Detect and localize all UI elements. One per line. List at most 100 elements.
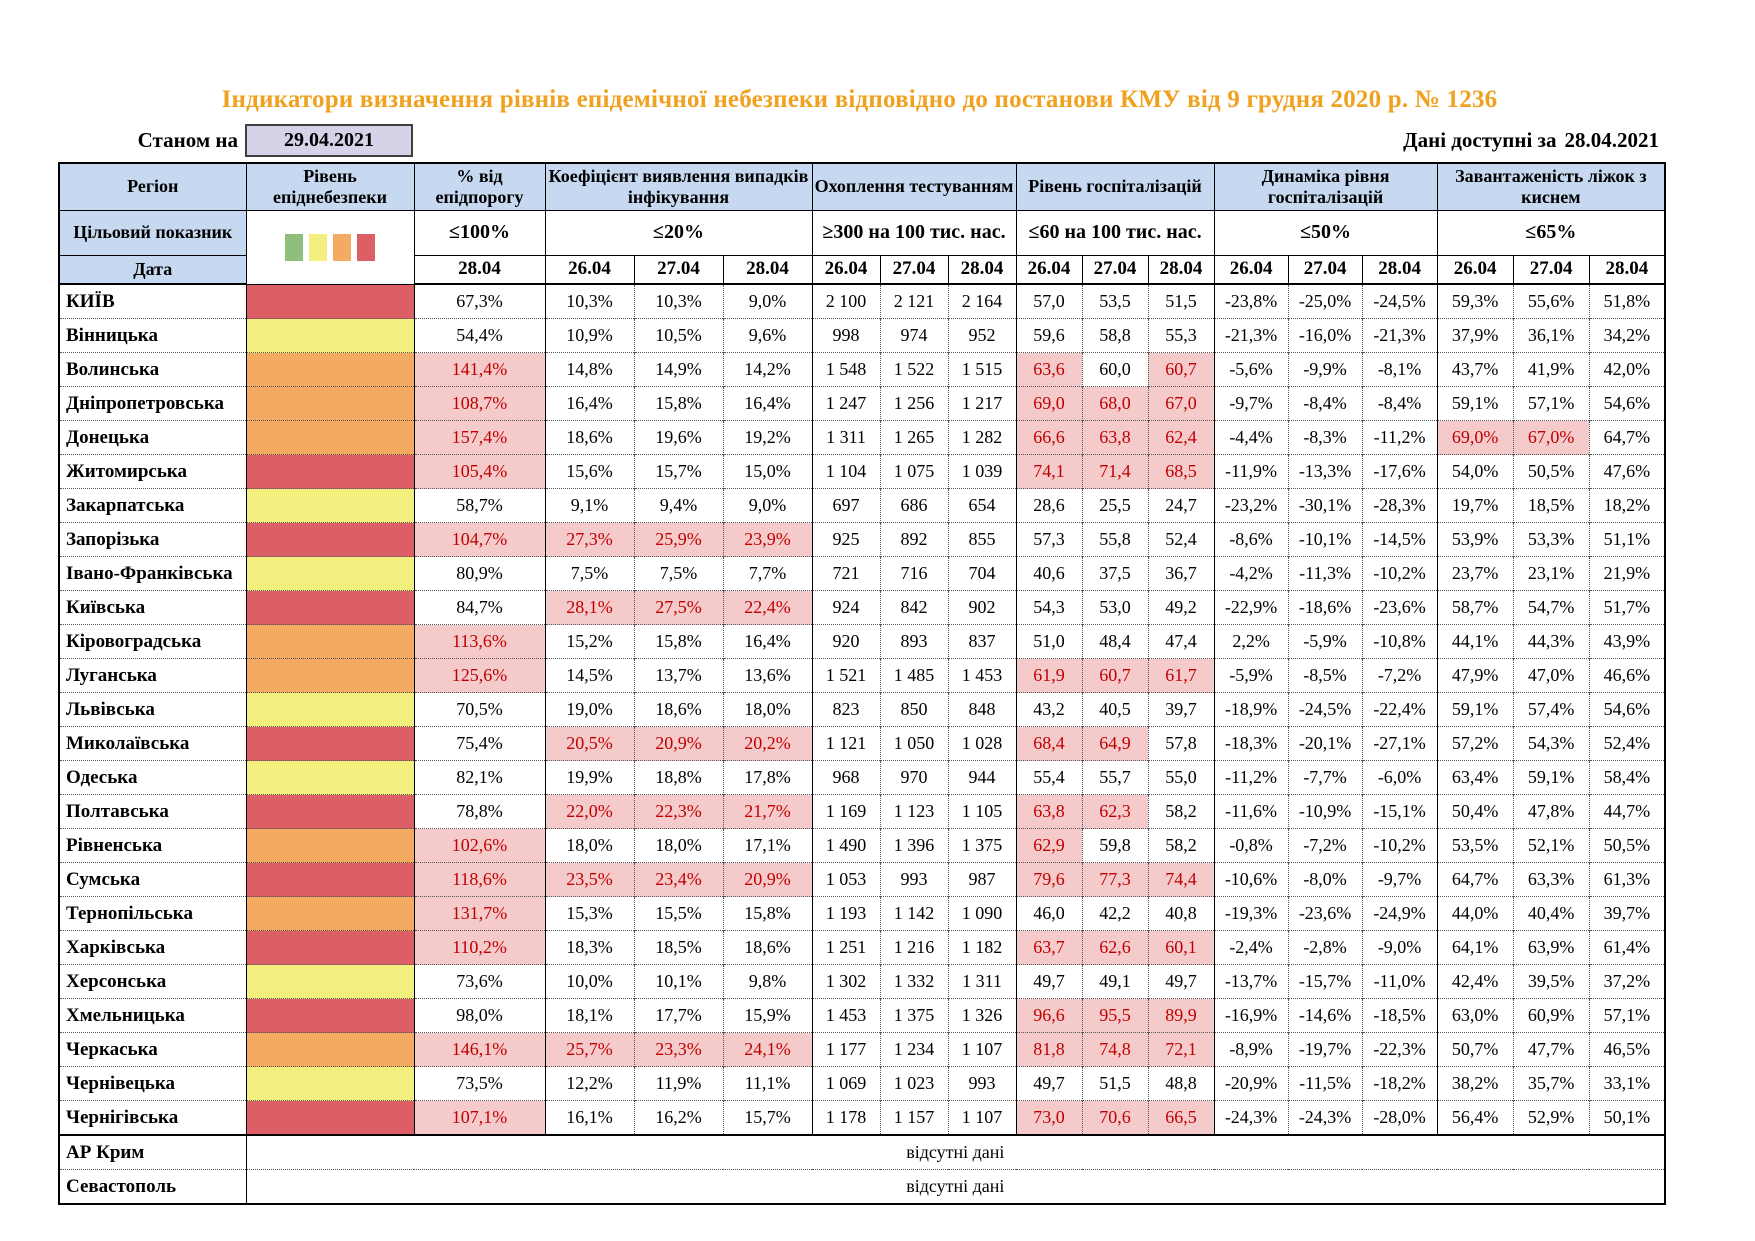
oxygen-load-value: 63,0%: [1436, 998, 1514, 1033]
testing-coverage-value: 848: [947, 692, 1017, 727]
detection-coef-value: 27,5%: [633, 590, 723, 625]
pct-of-threshold-value: 157,4%: [413, 420, 545, 455]
detection-coef-value: 22,0%: [544, 794, 634, 829]
table-row: Закарпатська 58,7% 9,1% 9,4% 9,0% 697 686 654 28…: [59, 488, 1666, 523]
hosp-dynamics-value: -24,9%: [1361, 896, 1438, 931]
hosp-dynamics-value: -24,5%: [1361, 283, 1438, 319]
epidemic-level-cell-red: [245, 522, 414, 557]
oxygen-load-value: 18,5%: [1512, 488, 1590, 523]
epidemic-level-cell-orange: [245, 624, 414, 659]
detection-coef-value: 19,2%: [722, 420, 813, 455]
testing-coverage-value: 1 069: [811, 1066, 881, 1101]
pct-of-threshold-value: 107,1%: [413, 1100, 545, 1135]
subheader: Станом на 29.04.2021 Дані доступні за 28.…: [58, 124, 1661, 160]
date-cell: 27.04: [1512, 254, 1590, 285]
detection-coef-value: 23,3%: [633, 1032, 723, 1067]
detection-coef-value: 22,3%: [633, 794, 723, 829]
table-row: Черкаська 146,1% 25,7% 23,3% 24,1% 1 177 1 234…: [59, 1032, 1666, 1067]
testing-coverage-value: 1 311: [947, 964, 1017, 999]
hosp-dynamics-value: -13,3%: [1287, 454, 1363, 489]
hosp-dynamics-value: -24,3%: [1213, 1100, 1289, 1135]
hosp-dynamics-value: 2,2%: [1213, 624, 1289, 659]
oxygen-load-value: 56,4%: [1436, 1100, 1514, 1135]
hosp-level-value: 49,1: [1081, 964, 1149, 999]
hosp-level-value: 62,3: [1081, 794, 1149, 829]
hosp-dynamics-value: -9,7%: [1213, 386, 1289, 421]
hosp-dynamics-value: -2,4%: [1213, 930, 1289, 965]
testing-coverage-value: 1 104: [811, 454, 881, 489]
testing-coverage-value: 920: [811, 624, 881, 659]
oxygen-load-value: 46,5%: [1588, 1032, 1666, 1067]
oxygen-load-value: 19,7%: [1436, 488, 1514, 523]
testing-coverage-value: 998: [811, 318, 881, 353]
hosp-level-value: 51,0: [1015, 624, 1083, 659]
detection-coef-value: 15,5%: [633, 896, 723, 931]
hosp-level-value: 53,5: [1081, 283, 1149, 319]
pct-of-threshold-value: 98,0%: [413, 998, 545, 1033]
testing-coverage-value: 855: [947, 522, 1017, 557]
date-cell: 28.04: [1588, 254, 1666, 285]
region-name: Миколаївська: [59, 726, 246, 761]
epidemic-level-cell-red: [245, 930, 414, 965]
hosp-level-value: 40,5: [1081, 692, 1149, 727]
date-cell: 26.04: [544, 254, 635, 285]
epidemic-level-cell-orange: [245, 420, 414, 455]
epidemic-level-cell-yellow: [245, 488, 414, 523]
testing-coverage-value: 1 050: [879, 726, 949, 761]
date-cell: 28.04: [722, 254, 813, 285]
pct-of-threshold-value: 108,7%: [413, 386, 545, 421]
hosp-dynamics-value: -9,0%: [1361, 930, 1438, 965]
hosp-level-value: 62,4: [1147, 420, 1215, 455]
hosp-dynamics-value: -8,4%: [1361, 386, 1438, 421]
region-name: Хмельницька: [59, 998, 246, 1033]
date-cell: 27.04: [879, 254, 949, 285]
oxygen-load-value: 47,0%: [1512, 658, 1590, 693]
oxygen-load-value: 54,0%: [1436, 454, 1514, 489]
hosp-level-value: 55,4: [1015, 760, 1083, 795]
detection-coef-value: 17,7%: [633, 998, 723, 1033]
region-name: Харківська: [59, 930, 246, 965]
region-name: Сумська: [59, 862, 246, 897]
hosp-dynamics-value: -8,0%: [1287, 862, 1363, 897]
oxygen-load-value: 59,3%: [1436, 283, 1514, 319]
detection-coef-value: 10,3%: [544, 283, 634, 319]
testing-coverage-value: 993: [947, 1066, 1017, 1101]
detection-coef-value: 18,0%: [544, 828, 634, 863]
hosp-level-value: 68,5: [1147, 454, 1215, 489]
epidemic-level-cell-yellow: [245, 556, 414, 591]
table-row: Кіровоградська 113,6% 15,2% 15,8% 16,4% 920 89…: [59, 624, 1666, 659]
hosp-level-value: 74,1: [1015, 454, 1083, 489]
oxygen-load-value: 18,2%: [1588, 488, 1666, 523]
oxygen-load-value: 63,3%: [1512, 862, 1590, 897]
testing-coverage-value: 1 193: [811, 896, 881, 931]
hosp-level-value: 62,6: [1081, 930, 1149, 965]
hosp-level-value: 73,0: [1015, 1100, 1083, 1135]
hosp-level-value: 68,4: [1015, 726, 1083, 761]
hosp-level-value: 49,7: [1147, 964, 1215, 999]
oxygen-load-value: 59,1%: [1436, 692, 1514, 727]
oxygen-load-value: 36,1%: [1512, 318, 1590, 353]
testing-coverage-value: 1 177: [811, 1032, 881, 1067]
testing-coverage-value: 1 326: [947, 998, 1017, 1033]
hosp-dynamics-value: -21,3%: [1213, 318, 1289, 353]
testing-coverage-value: 970: [879, 760, 949, 795]
hosp-level-value: 67,0: [1147, 386, 1215, 421]
hosp-dynamics-value: -8,9%: [1213, 1032, 1289, 1067]
hosp-dynamics-value: -24,5%: [1287, 692, 1363, 727]
pct-of-threshold-value: 70,5%: [413, 692, 545, 727]
testing-coverage-value: 893: [879, 624, 949, 659]
date-cell: 28.04: [1361, 254, 1438, 285]
hosp-level-value: 49,7: [1015, 1066, 1083, 1101]
oxygen-load-value: 39,5%: [1512, 964, 1590, 999]
legend-square-yellow: [309, 233, 327, 261]
data-available-note: Дані доступні за 28.04.2021: [1395, 128, 1659, 153]
detection-coef-value: 23,9%: [722, 522, 813, 557]
hosp-level-value: 57,3: [1015, 522, 1083, 557]
oxygen-load-value: 52,1%: [1512, 828, 1590, 863]
detection-coef-value: 9,6%: [722, 318, 813, 353]
detection-coef-value: 14,5%: [544, 658, 634, 693]
date-cell: 27.04: [633, 254, 724, 285]
region-name: Одеська: [59, 760, 246, 795]
hosp-level-value: 53,0: [1081, 590, 1149, 625]
detection-coef-value: 7,5%: [633, 556, 723, 591]
